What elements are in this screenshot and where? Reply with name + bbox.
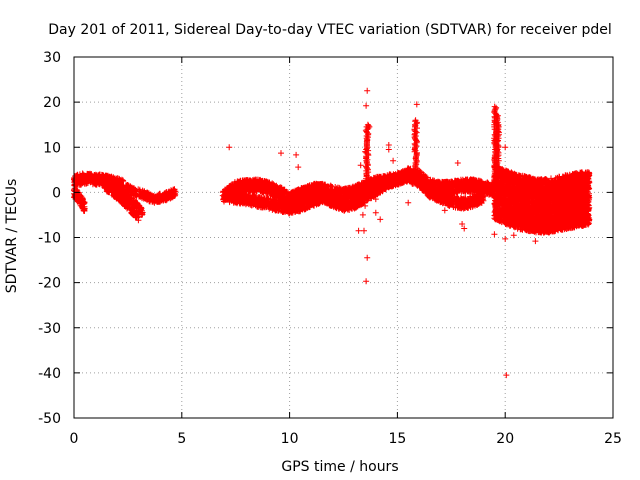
- data-point: [118, 199, 125, 206]
- data-point: [86, 173, 93, 179]
- data-point: [93, 175, 100, 182]
- data-point: [102, 180, 109, 187]
- data-point: [94, 176, 101, 183]
- data-point: [78, 202, 85, 209]
- data-point: [106, 173, 113, 180]
- data-point: [127, 207, 134, 213]
- data-point: [74, 198, 81, 205]
- data-point: [119, 177, 126, 184]
- data-point: [78, 197, 85, 203]
- chart-title: Day 201 of 2011, Sidereal Day-to-day VTE…: [48, 22, 612, 38]
- data-point: [104, 184, 111, 191]
- data-point: [85, 177, 92, 184]
- data-point: [75, 175, 82, 182]
- data-point: [92, 173, 99, 179]
- data-point: [93, 181, 99, 187]
- data-point: [78, 180, 85, 187]
- data-point: [79, 174, 86, 181]
- data-point: [114, 177, 121, 184]
- data-point: [129, 210, 136, 217]
- data-point: [99, 172, 106, 179]
- data-points: [71, 87, 593, 379]
- data-point: [135, 214, 142, 221]
- data-point: [130, 212, 137, 219]
- data-point: [81, 206, 88, 213]
